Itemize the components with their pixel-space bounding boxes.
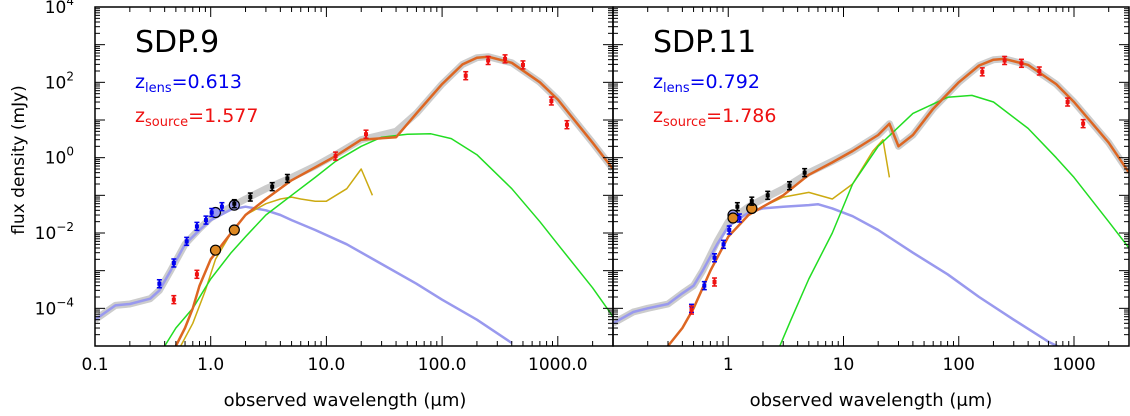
data-point	[219, 204, 224, 209]
data-point	[171, 297, 176, 302]
model-point	[228, 224, 240, 236]
x-axis-label-left: observed wavelength (μm)	[224, 390, 467, 411]
y-tick-label: 10−2	[35, 220, 74, 244]
data-point	[802, 170, 807, 175]
data-point	[787, 183, 792, 188]
data-point	[520, 62, 525, 67]
data-point	[749, 199, 754, 204]
curve-lens-model	[95, 205, 513, 345]
z-source-label: zsource=1.577	[135, 105, 258, 130]
panel-sdp9: 0.1 1.0 10.0 100.0 1000.0 10−4 10−2 100 102 104 SD…	[35, 0, 614, 375]
plot-area	[95, 53, 613, 346]
curve-total	[613, 55, 1129, 327]
data-point	[689, 308, 694, 313]
data-point	[727, 228, 732, 233]
curve-dust	[779, 94, 1129, 346]
data-point	[194, 272, 199, 277]
data-point	[203, 218, 208, 223]
data-point	[157, 281, 162, 286]
panel-title: SDP.9	[135, 25, 219, 60]
data-point	[232, 201, 237, 206]
y-tick-label: 104	[45, 0, 74, 18]
data-point	[1065, 100, 1070, 105]
x-tick-label: 10.0	[307, 355, 345, 375]
plot-frame	[612, 6, 1130, 347]
curve-source-stellar	[667, 138, 891, 346]
data-point	[980, 69, 985, 74]
panel-sdp11: 1 10 100 1000 SDP.11 zlens=0.792 zsource=1.786	[612, 6, 1130, 375]
x-tick-label: 1	[723, 355, 734, 375]
data-point	[248, 195, 253, 200]
data-point	[486, 58, 491, 63]
data-point	[1037, 68, 1042, 73]
data-point	[194, 224, 199, 229]
curve-source-stellar	[180, 168, 374, 346]
data-point	[285, 176, 290, 181]
z-lens-label: zlens=0.613	[135, 71, 242, 96]
plot-area	[613, 55, 1129, 346]
y-tick-label: 100	[45, 145, 74, 169]
data-point	[364, 132, 369, 137]
data-point	[765, 193, 770, 198]
data-point	[737, 216, 742, 221]
data-point	[209, 210, 214, 215]
data-point	[1081, 121, 1086, 126]
data-point	[712, 255, 717, 260]
data-point	[1002, 58, 1007, 63]
curve-dust	[164, 133, 613, 346]
y-tick-label: 102	[45, 69, 74, 93]
data-point	[270, 184, 275, 189]
data-point	[549, 98, 554, 103]
y-tick-label: 10−4	[35, 295, 74, 319]
z-lens-label: zlens=0.792	[653, 71, 760, 96]
data-point	[702, 283, 707, 288]
curve-total	[95, 53, 613, 323]
x-tick-label: 0.1	[81, 355, 108, 375]
y-axis-label: flux density (mJy)	[9, 85, 29, 235]
data-point	[712, 280, 717, 285]
data-point	[564, 122, 569, 127]
curve-source-model	[667, 57, 1129, 346]
x-tick-label: 10	[833, 355, 855, 375]
x-tick-label: 100.0	[418, 355, 467, 375]
data-point	[735, 204, 740, 209]
x-tick-label: 1000	[1052, 355, 1095, 375]
curve-lens-model	[613, 202, 1060, 346]
data-point	[333, 154, 338, 159]
x-tick-label: 1000.0	[528, 355, 587, 375]
x-axis-label-right: observed wavelength (μm)	[750, 390, 993, 411]
data-point	[184, 239, 189, 244]
x-tick-label: 1.0	[197, 355, 224, 375]
panel-title: SDP.11	[653, 25, 756, 60]
data-point	[721, 242, 726, 247]
z-source-label: zsource=1.786	[653, 105, 776, 130]
data-point	[171, 260, 176, 265]
x-tick-label: 100	[943, 355, 975, 375]
data-point	[503, 56, 508, 61]
data-point	[1019, 61, 1024, 66]
model-point	[727, 212, 739, 224]
data-point	[463, 73, 468, 78]
model-point	[209, 244, 222, 256]
